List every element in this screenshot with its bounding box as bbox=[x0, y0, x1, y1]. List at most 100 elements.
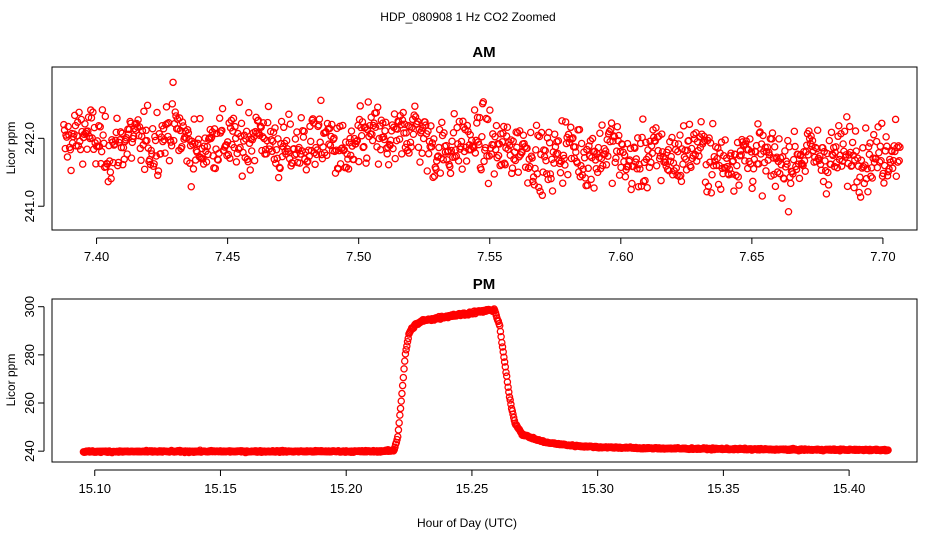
am-data-point bbox=[414, 143, 423, 152]
pm-data-point bbox=[502, 368, 510, 377]
am-data-point bbox=[789, 170, 797, 178]
pm-axes: 15.10 15.15 15.20 15.25 15.30 15.35 15.40 240 26… bbox=[22, 296, 865, 496]
am-data-point bbox=[639, 115, 647, 123]
am-data-point bbox=[524, 179, 532, 187]
am-data-point bbox=[436, 169, 445, 177]
am-x-tick-label: 7.60 bbox=[608, 249, 633, 264]
am-data-point bbox=[843, 182, 852, 191]
am-data-point bbox=[81, 120, 89, 128]
am-data-point bbox=[165, 156, 174, 165]
am-data-point bbox=[804, 151, 812, 159]
pm-data-point bbox=[503, 378, 512, 386]
am-data-point bbox=[539, 168, 547, 176]
am-data-point bbox=[178, 142, 186, 151]
am-data-point bbox=[863, 164, 871, 173]
am-data-point bbox=[77, 115, 86, 124]
am-data-point bbox=[168, 100, 177, 108]
am-data-point bbox=[747, 148, 756, 156]
am-data-point bbox=[605, 127, 614, 136]
pm-data-point bbox=[505, 393, 514, 401]
am-data-point bbox=[548, 187, 557, 195]
am-data-point bbox=[95, 121, 103, 130]
am-data-point bbox=[457, 137, 466, 146]
am-data-point bbox=[627, 185, 635, 194]
am-data-point bbox=[727, 170, 736, 178]
am-data-point bbox=[665, 166, 673, 175]
am-data-point bbox=[674, 140, 683, 148]
am-data-point bbox=[147, 146, 155, 155]
am-data-point bbox=[763, 143, 772, 151]
am-data-point bbox=[159, 124, 168, 133]
pm-data-point bbox=[505, 388, 513, 396]
am-data-point bbox=[101, 112, 110, 121]
am-data-point bbox=[511, 156, 520, 165]
am-data-point bbox=[450, 109, 458, 118]
am-data-point bbox=[123, 150, 131, 158]
am-data-point bbox=[430, 172, 439, 180]
am-data-point bbox=[447, 146, 456, 155]
am-data-point bbox=[672, 164, 681, 172]
am-data-point bbox=[264, 102, 273, 111]
am-data-point bbox=[850, 183, 858, 192]
am-data-point bbox=[609, 137, 617, 145]
am-data-point bbox=[652, 124, 660, 132]
am-data-point bbox=[161, 149, 169, 157]
am-data-point bbox=[470, 144, 478, 152]
am-data-point bbox=[706, 139, 715, 147]
am-data-point bbox=[483, 115, 492, 124]
am-data-point bbox=[480, 157, 488, 166]
am-data-point bbox=[696, 143, 705, 152]
am-data-point bbox=[597, 154, 606, 163]
am-data-point bbox=[784, 136, 792, 145]
am-data-point bbox=[368, 136, 377, 145]
am-data-point bbox=[187, 183, 196, 191]
am-data-point bbox=[868, 174, 877, 182]
am-data-point bbox=[746, 135, 754, 143]
am-data-point bbox=[259, 119, 268, 127]
am-data-point bbox=[381, 127, 389, 135]
am-data-point bbox=[638, 133, 646, 142]
am-data-point bbox=[708, 170, 716, 179]
am-data-point bbox=[224, 150, 233, 159]
am-data-point bbox=[367, 113, 375, 122]
am-data-point bbox=[72, 142, 80, 150]
am-data-point bbox=[577, 139, 586, 148]
am-data-point bbox=[246, 166, 255, 174]
am-data-point bbox=[315, 115, 324, 123]
am-data-point bbox=[362, 159, 370, 167]
pm-data-point bbox=[500, 353, 508, 361]
am-data-point bbox=[833, 163, 842, 172]
am-data-point bbox=[481, 143, 490, 152]
am-data-point bbox=[170, 136, 178, 145]
am-data-point bbox=[604, 152, 612, 160]
am-data-point bbox=[286, 120, 295, 128]
x-axis-label: Hour of Day (UTC) bbox=[417, 516, 517, 530]
am-data-point bbox=[816, 152, 824, 160]
am-data-point bbox=[435, 143, 443, 152]
am-data-point bbox=[859, 144, 867, 152]
am-data-point bbox=[885, 165, 893, 173]
am-data-point bbox=[330, 147, 339, 156]
am-data-point bbox=[353, 136, 362, 145]
am-data-point bbox=[306, 137, 315, 146]
am-data-point bbox=[687, 144, 696, 153]
pm-x-tick-label: 15.15 bbox=[204, 481, 237, 496]
am-data-point bbox=[490, 170, 499, 178]
am-data-point bbox=[727, 149, 735, 158]
am-data-point bbox=[424, 149, 433, 158]
am-data-point bbox=[752, 141, 761, 150]
am-data-point bbox=[645, 163, 654, 172]
am-data-point bbox=[357, 131, 366, 140]
am-data-point bbox=[398, 116, 407, 124]
am-data-point bbox=[712, 161, 721, 170]
am-data-point bbox=[274, 173, 283, 182]
am-data-point bbox=[783, 160, 791, 168]
am-data-point bbox=[313, 146, 322, 154]
am-data-point bbox=[84, 113, 93, 122]
am-data-point bbox=[418, 149, 426, 157]
am-data-point bbox=[356, 102, 364, 110]
am-data-point bbox=[760, 147, 768, 155]
am-data-point bbox=[775, 135, 783, 143]
pm-x-tick-label: 15.20 bbox=[330, 481, 363, 496]
am-data-point bbox=[864, 188, 872, 196]
